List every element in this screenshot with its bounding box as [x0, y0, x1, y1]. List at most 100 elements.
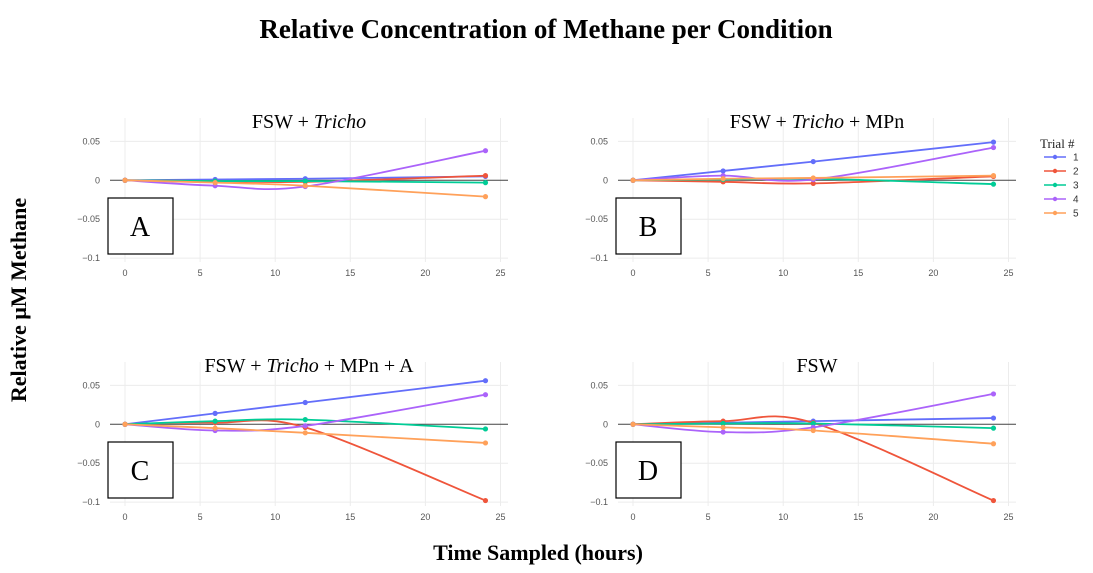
data-point — [630, 177, 636, 183]
legend-item-5: 5 — [1044, 209, 1079, 220]
panel-title: FSW + Tricho + MPn — [730, 111, 904, 133]
y-tick-label: −0.1 — [82, 497, 100, 507]
data-point — [482, 440, 489, 446]
panel-title: FSW + Tricho + MPn + A — [204, 355, 414, 377]
x-tick-label: 20 — [420, 268, 430, 278]
data-point — [302, 178, 308, 184]
x-tick-label: 15 — [853, 512, 863, 522]
data-point — [990, 391, 997, 397]
data-point — [302, 183, 308, 189]
y-tick-label: −0.05 — [77, 458, 100, 468]
data-point — [720, 420, 726, 427]
x-tick-label: 5 — [198, 512, 203, 522]
data-point — [990, 144, 997, 151]
panel-label-box — [107, 197, 174, 255]
legend-label: 5 — [1073, 209, 1079, 220]
x-tick-label: 25 — [495, 512, 505, 522]
series-5 — [630, 421, 997, 447]
panel-title-part: Tricho — [266, 355, 318, 377]
legend-label: 2 — [1073, 167, 1079, 178]
series-line — [124, 149, 486, 190]
series-line — [124, 379, 486, 426]
data-point — [990, 181, 997, 187]
series-line — [124, 423, 486, 444]
data-point — [720, 429, 726, 435]
x-tick-label: 5 — [198, 268, 203, 278]
series-line — [632, 146, 994, 182]
x-tick-label: 15 — [853, 268, 863, 278]
x-tick-label: 10 — [778, 268, 788, 278]
data-point — [482, 194, 489, 200]
x-tick-label: 5 — [706, 512, 711, 522]
x-tick-label: 20 — [928, 512, 938, 522]
data-point — [810, 175, 816, 181]
data-point — [212, 425, 218, 431]
legend-label: 1 — [1073, 153, 1079, 164]
y-tick-label: −0.1 — [590, 497, 608, 507]
data-point — [810, 420, 816, 427]
data-point — [212, 180, 218, 186]
y-tick-label: 0 — [603, 175, 608, 185]
data-point — [482, 426, 489, 432]
panel-label: A — [130, 212, 151, 243]
series-5 — [122, 421, 489, 446]
panel-title-part: FSW + — [252, 111, 314, 133]
data-point — [302, 417, 308, 423]
y-tick-label: 0.05 — [590, 380, 608, 390]
y-tick-label: 0 — [603, 419, 608, 429]
data-point — [482, 392, 489, 398]
y-tick-label: −0.05 — [77, 214, 100, 224]
legend-marker — [1052, 210, 1058, 216]
data-point — [990, 415, 997, 421]
data-point — [302, 423, 308, 429]
panel-B: 0 5 10 15 20 25 0.05 0 −0.05 −0.1 FSW + Tricho + M… — [585, 111, 1016, 278]
panel-title-part: FSW — [796, 355, 837, 377]
series-line — [632, 415, 994, 502]
legend-marker — [1052, 182, 1058, 188]
panel-title-part: FSW + — [730, 111, 792, 133]
y-tick-label: −0.05 — [585, 458, 608, 468]
series-line — [633, 175, 994, 185]
legend-label: 3 — [1073, 181, 1079, 192]
legend-item-4: 4 — [1044, 195, 1079, 206]
x-tick-label: 25 — [1003, 268, 1013, 278]
data-point — [990, 497, 997, 504]
panel-label-box — [615, 441, 682, 499]
data-point — [630, 421, 636, 427]
figure-xlabel: Time Sampled (hours) — [433, 540, 643, 565]
x-tick-label: 0 — [123, 268, 128, 278]
data-point — [990, 425, 997, 431]
x-tick-label: 0 — [631, 268, 636, 278]
legend-item-2: 2 — [1044, 167, 1079, 178]
data-point — [720, 168, 726, 174]
x-tick-label: 10 — [270, 512, 280, 522]
series-line — [124, 393, 486, 432]
data-point — [212, 410, 218, 416]
legend-marker — [1052, 168, 1058, 174]
series-line — [632, 393, 994, 434]
x-tick-label: 15 — [345, 268, 355, 278]
series-line — [633, 174, 994, 182]
series-line — [633, 422, 994, 430]
y-tick-label: 0 — [95, 175, 100, 185]
y-tick-label: −0.1 — [82, 253, 100, 263]
data-point — [302, 399, 308, 406]
data-point — [482, 497, 489, 504]
series-5 — [122, 177, 489, 200]
data-point — [482, 148, 489, 154]
panel-title-part: + MPn — [844, 111, 904, 133]
x-tick-label: 5 — [706, 268, 711, 278]
data-point — [482, 180, 489, 186]
panel-title: FSW + Tricho — [252, 111, 366, 133]
data-point — [810, 180, 816, 186]
series-line — [632, 423, 994, 445]
panel-title-part: + MPn + A — [319, 355, 414, 377]
panel-C: 0 5 10 15 20 25 0.05 0 −0.05 −0.1 FSW + Tricho + M… — [77, 355, 508, 522]
data-point — [122, 177, 128, 183]
y-tick-label: 0.05 — [82, 136, 100, 146]
x-tick-label: 0 — [631, 512, 636, 522]
panel-title-part: Tricho — [792, 111, 844, 133]
x-tick-label: 10 — [778, 512, 788, 522]
series-5 — [630, 173, 997, 183]
